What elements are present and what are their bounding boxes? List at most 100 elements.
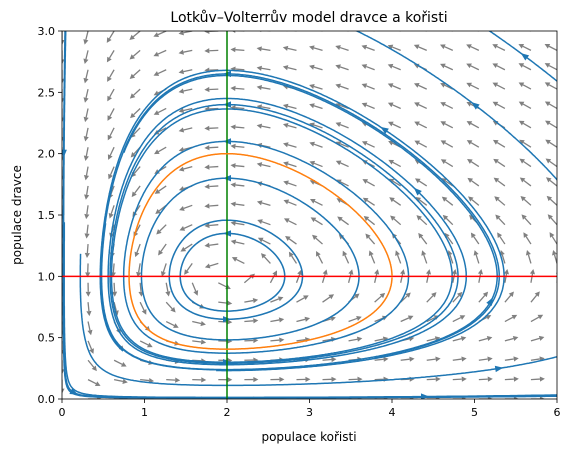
quiver-arrow-head [492, 139, 499, 145]
quiver-arrow [296, 376, 311, 382]
x-axis-ticks: 0 1 2 3 4 5 6 [59, 399, 561, 419]
quiver-arrow [466, 82, 480, 90]
quiver-arrow-shaft [426, 338, 436, 342]
quiver-arrow-shaft [136, 243, 141, 253]
quiver-arrow [83, 127, 89, 142]
quiver-arrow [544, 43, 557, 51]
quiver-arrow [440, 102, 454, 110]
quiver-arrow-shaft [209, 185, 219, 188]
quiver-arrow-shaft [113, 359, 123, 365]
quiver-arrow-head [153, 51, 160, 57]
quiver-arrow-shaft [139, 282, 142, 292]
quiver-arrow-head [387, 63, 394, 69]
quiver-arrow-head [252, 298, 259, 304]
quiver-arrow [129, 69, 141, 80]
quiver-arrow-head [513, 396, 519, 399]
quiver-arrow [231, 257, 245, 265]
quiver-arrow-shaft [160, 243, 167, 252]
quiver-arrow-head [230, 182, 236, 188]
quiver-arrow [361, 64, 375, 71]
quiver-arrow [478, 291, 489, 303]
quiver-arrow [204, 48, 219, 54]
quiver-arrow-head [348, 269, 354, 275]
quiver-arrow-head [230, 201, 236, 207]
quiver-arrow-head [282, 122, 289, 129]
quiver-arrow-shaft [496, 103, 506, 110]
quiver-arrow-shaft [158, 185, 167, 192]
quiver-arrow-head [421, 250, 427, 256]
quiver-arrow [230, 220, 245, 226]
quiver-arrow-shaft [530, 273, 534, 283]
quiver-arrow-head [544, 101, 551, 107]
quiver-arrow-head [508, 291, 514, 297]
quiver-arrow [493, 177, 506, 187]
quiver-arrow [139, 301, 147, 315]
quiver-arrow-shaft [235, 87, 245, 90]
quiver-arrow [504, 291, 514, 303]
quiver-arrow-head [147, 342, 153, 348]
quiver-arrow-shaft [418, 104, 428, 110]
quiver-arrow-shaft [261, 86, 271, 90]
quiver-arrow-head [425, 269, 432, 275]
quiver-arrow [83, 147, 89, 161]
quiver-arrow-head [487, 376, 493, 382]
quiver-arrow [84, 185, 90, 200]
quiver-arrow-head [435, 356, 441, 362]
quiver-arrow-head [440, 159, 447, 165]
quiver-arrow-shaft [522, 84, 532, 90]
quiver-arrow [335, 64, 349, 71]
quiver-arrow [416, 215, 428, 226]
quiver-arrow-shaft [183, 127, 193, 131]
quiver-arrow [452, 291, 463, 303]
streamline [79, 253, 557, 387]
quiver-arrow-head [84, 213, 90, 220]
quiver-arrow-head [178, 49, 184, 55]
quiver-arrow [204, 164, 219, 170]
quiver-arrow-shaft [85, 185, 89, 195]
quiver-arrow-head [84, 233, 90, 239]
quiver-arrow [361, 102, 375, 110]
quiver-arrow-shaft [504, 358, 514, 361]
quiver-arrow [153, 69, 167, 76]
quiver-arrow-head [512, 335, 519, 341]
quiver-arrow [230, 143, 245, 149]
quiver-arrow [270, 337, 285, 343]
quiver-arrow-shaft [522, 122, 532, 129]
quiver-arrow-head [256, 162, 263, 168]
quiver-arrow-head [283, 218, 290, 223]
quiver-arrow [139, 340, 153, 348]
quiver-arrow-shaft [183, 69, 193, 73]
quiver-arrow [368, 250, 376, 264]
quiver-arrow-head [487, 356, 493, 362]
quiver-arrow-head [62, 40, 65, 45]
quiver-arrow [374, 292, 386, 303]
quiver-arrow-shaft [244, 299, 254, 303]
quiver-arrow [153, 49, 167, 57]
quiver-arrow [309, 160, 323, 168]
quiver-arrow-head [87, 329, 93, 336]
quiver-arrow [204, 262, 219, 269]
quiver-arrow-shaft [270, 339, 280, 342]
quiver-arrow [153, 31, 167, 37]
quiver-arrow-head [356, 336, 363, 342]
quiver-arrow [62, 379, 65, 394]
quiver-arrow-shaft [287, 163, 297, 168]
quiver-arrow-head [231, 257, 238, 262]
quiver-arrow [218, 377, 233, 383]
quiver-arrow [230, 47, 245, 53]
quiver-arrow-head [130, 152, 136, 158]
quiver-arrow-head [160, 271, 166, 277]
quiver-arrow [106, 50, 115, 63]
quiver-arrow-head [305, 376, 311, 382]
x-tick-label: 1 [141, 406, 148, 419]
quiver-arrow-head [362, 197, 369, 203]
quiver-arrow-shaft [525, 236, 532, 245]
quiver-arrow-shaft [340, 143, 349, 148]
quiver-arrow-shaft [418, 142, 428, 148]
y-tick-label: 3.0 [38, 25, 56, 38]
quiver-arrow-shaft [366, 104, 375, 110]
quiver-arrow [84, 244, 90, 259]
streamline-arrow [420, 393, 429, 399]
quiver-arrow-shaft [444, 161, 454, 168]
quiver-arrow-head [521, 214, 527, 220]
